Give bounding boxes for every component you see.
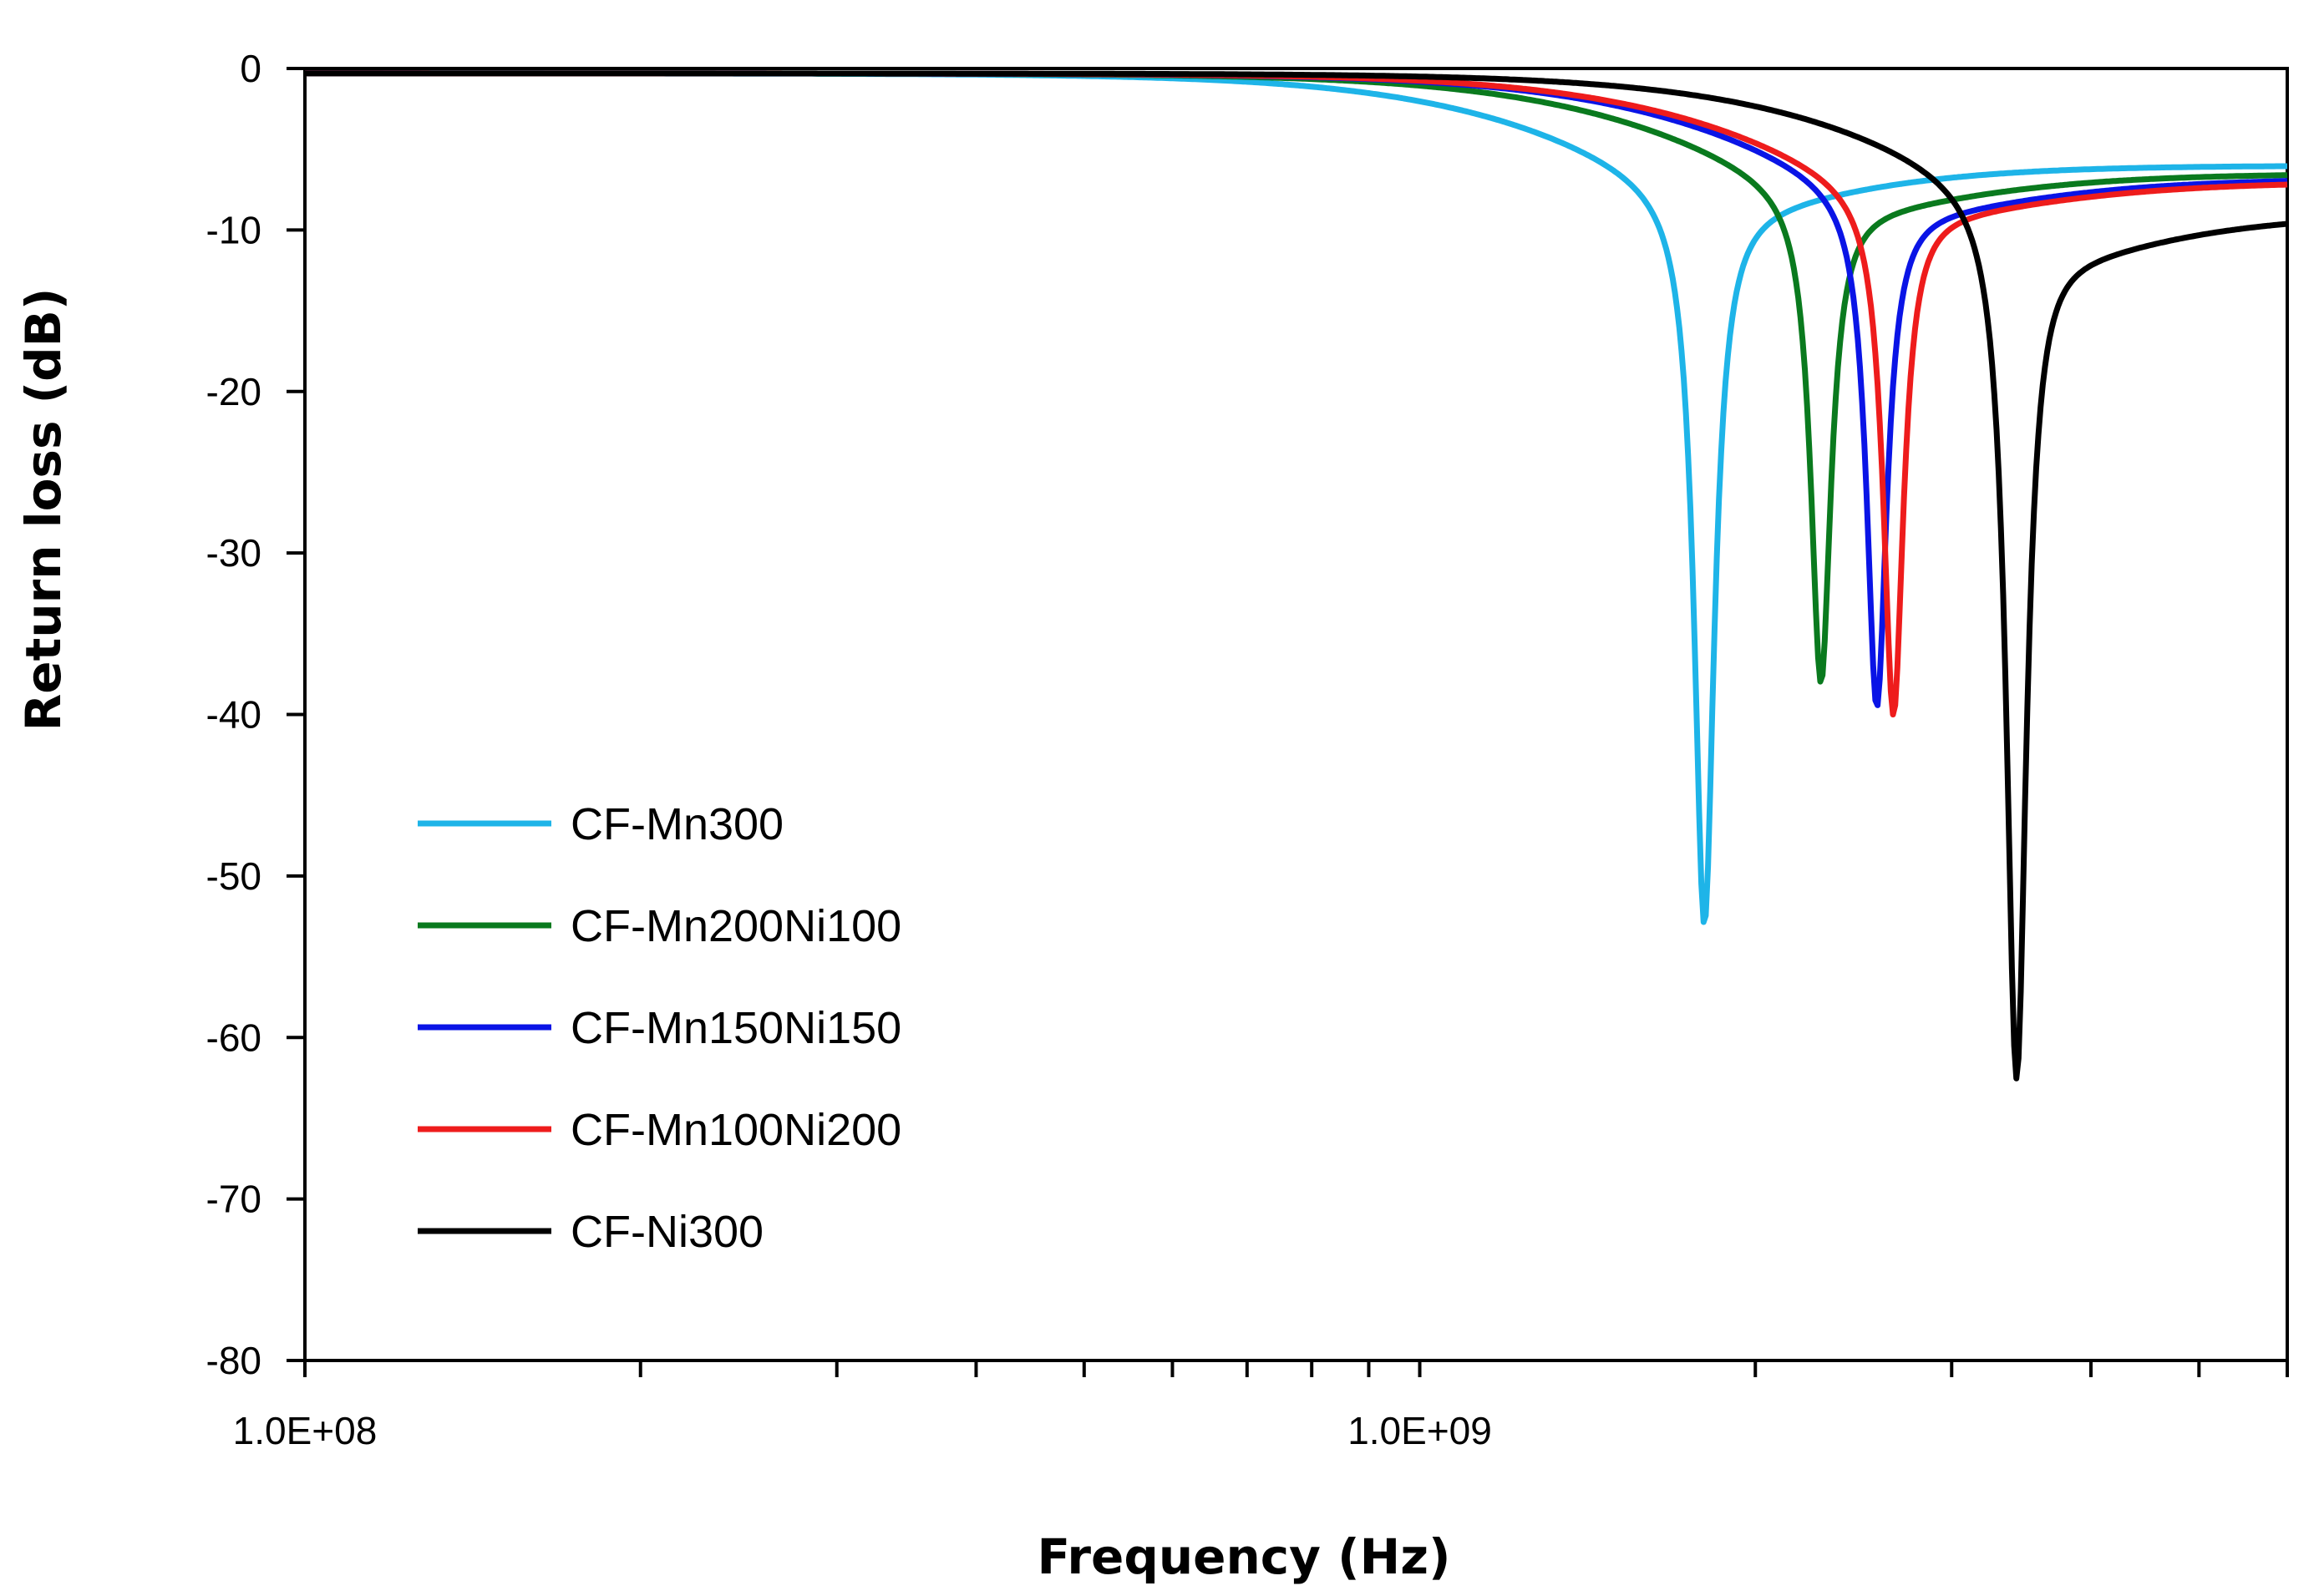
plot-area <box>303 67 2289 1362</box>
plot-frame <box>303 67 2289 1362</box>
y-tick-label: 0 <box>240 47 261 90</box>
series-line-cf-mn100ni200 <box>304 70 2288 717</box>
y-tick-label: -20 <box>206 370 261 413</box>
y-tick-label: -50 <box>206 854 261 898</box>
legend-label: CF-Mn150Ni150 <box>571 1003 901 1053</box>
legend: CF-Mn300 CF-Mn200Ni100 CF-Mn150Ni150 CF-Mn1… <box>418 799 901 1257</box>
legend-label: CF-Mn200Ni100 <box>571 901 901 951</box>
y-tick-label: -80 <box>206 1339 261 1382</box>
y-tick-label: -70 <box>206 1178 261 1221</box>
y-axis: 0 -10 -20 -30 -40 -50 -60 -70 -80 <box>206 47 305 1382</box>
series-line-cf-mn200ni100 <box>304 70 2288 685</box>
y-axis-title: Return loss (dB) <box>15 288 72 732</box>
x-axis-title: Frequency (Hz) <box>1038 1528 1451 1585</box>
series-group <box>304 70 2288 1082</box>
y-tick-label: -30 <box>206 531 261 575</box>
legend-label: CF-Ni300 <box>571 1207 764 1257</box>
legend-label: CF-Mn100Ni200 <box>571 1105 901 1155</box>
x-tick-label: 1.0E+09 <box>1347 1409 1492 1452</box>
x-axis: 1.0E+08 1.0E+09 <box>233 1360 2289 1452</box>
series-line-cf-ni300 <box>304 70 2288 1082</box>
legend-label: CF-Mn300 <box>571 799 784 849</box>
y-tick-label: -40 <box>206 693 261 737</box>
series-line-cf-mn150ni150 <box>304 70 2288 708</box>
y-tick-label: -10 <box>206 208 261 251</box>
series-line-cf-mn300 <box>304 70 2288 925</box>
y-tick-label: -60 <box>206 1016 261 1059</box>
x-tick-label: 1.0E+08 <box>233 1409 378 1452</box>
